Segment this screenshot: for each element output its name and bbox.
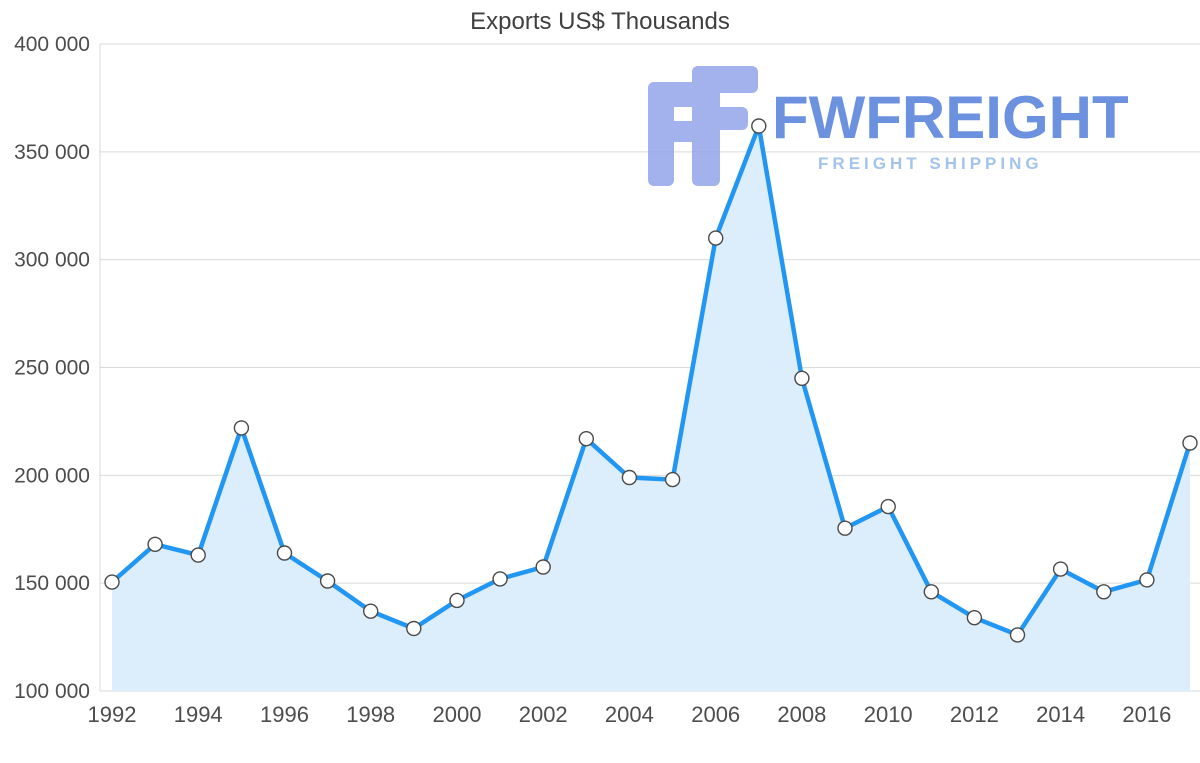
- data-point-marker-2008: [794, 370, 810, 386]
- x-axis-tick-label: 2010: [864, 702, 913, 727]
- y-axis-tick-label: 300 000: [14, 249, 90, 272]
- data-point-marker-2009: [837, 520, 853, 536]
- data-point-marker-1994: [190, 547, 206, 563]
- y-axis-tick-label: 100 000: [14, 680, 90, 703]
- x-axis-tick-label: 1994: [174, 702, 223, 727]
- data-point-marker-2013: [1009, 627, 1026, 643]
- data-point-marker-2000: [449, 592, 465, 609]
- data-point-marker-2005: [664, 471, 681, 488]
- y-axis-tick-label: 400 000: [14, 33, 90, 56]
- data-point-marker-1997: [319, 573, 336, 589]
- x-axis-tick-label: 2008: [777, 702, 826, 727]
- data-point-marker-2006: [708, 230, 724, 246]
- data-point-marker-1999: [406, 620, 422, 637]
- x-axis-tick-label: 2016: [1122, 702, 1171, 727]
- data-point-marker-2002: [535, 559, 551, 575]
- data-point-marker-2012: [966, 610, 983, 626]
- y-axis-tick-label: 250 000: [14, 357, 90, 380]
- data-point-marker-2010: [880, 498, 896, 515]
- x-axis-tick-label: 2012: [950, 702, 999, 727]
- y-axis-tick-label: 200 000: [14, 464, 90, 487]
- x-axis-tick-label: 2014: [1036, 702, 1085, 727]
- data-point-marker-2016: [1139, 572, 1155, 588]
- y-axis-tick-label: 350 000: [14, 141, 90, 164]
- data-point-marker-1993: [147, 536, 163, 552]
- data-point-marker-2011: [923, 584, 939, 600]
- data-point-marker-2007: [751, 118, 767, 134]
- data-point-marker-1995: [233, 420, 250, 436]
- x-axis-tick-label: 2004: [605, 702, 654, 727]
- data-point-marker-2003: [578, 431, 594, 447]
- data-point-marker-1996: [276, 545, 293, 561]
- chart-title: Exports US$ Thousands: [470, 8, 730, 35]
- x-axis-tick-label: 1998: [346, 702, 395, 727]
- data-point-marker-2014: [1052, 561, 1069, 577]
- data-point-marker-1992: [104, 574, 120, 590]
- data-point-marker-1998: [363, 603, 379, 619]
- data-point-marker-2017: [1182, 435, 1198, 451]
- x-axis-tick-label: 2002: [519, 702, 568, 727]
- exports-line: [109, 123, 1193, 638]
- data-point-marker-2015: [1096, 584, 1112, 600]
- x-axis-tick-label: 1996: [260, 702, 309, 727]
- x-axis-tick-label: 2000: [433, 702, 482, 727]
- data-point-marker-2001: [492, 571, 508, 587]
- data-point-marker-2004: [621, 469, 638, 486]
- x-axis-tick-label: 2006: [691, 702, 740, 727]
- x-axis-tick-label: 1992: [88, 702, 137, 727]
- area-fill: [112, 126, 1190, 691]
- y-axis-tick-label: 150 000: [14, 572, 90, 595]
